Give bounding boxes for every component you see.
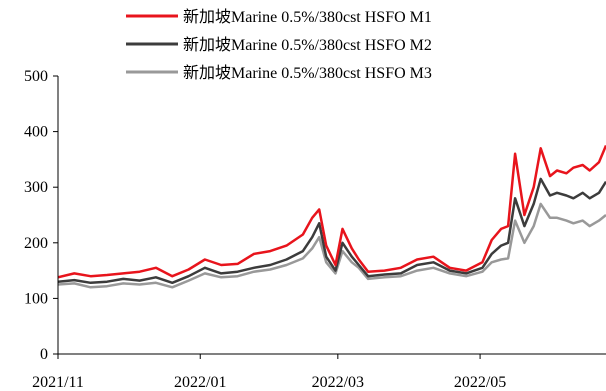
y-tick-label: 200: [24, 235, 48, 252]
y-tick-label: 100: [24, 290, 48, 307]
x-tick-label: 2021/11: [32, 374, 84, 391]
legend-label-m3: 新加坡Marine 0.5%/380cst HSFO M3: [183, 64, 432, 82]
legend-label-m1: 新加坡Marine 0.5%/380cst HSFO M1: [183, 8, 432, 26]
y-tick-label: 300: [24, 179, 48, 196]
series-line-m1: [58, 145, 606, 279]
series-line-m3: [58, 202, 606, 289]
series-layer: [58, 145, 606, 289]
y-tick-label: 400: [24, 124, 48, 141]
series-line-m2: [58, 177, 606, 285]
y-ticks: 0 100 200 300 400 500: [24, 68, 58, 363]
legend-label-m2: 新加坡Marine 0.5%/380cst HSFO M2: [183, 36, 432, 54]
axes: [57, 76, 606, 355]
y-tick-label: 500: [24, 68, 48, 85]
x-ticks: 2021/11 2022/01 2022/03 2022/05: [32, 354, 506, 391]
y-tick-label: 0: [40, 346, 48, 363]
x-tick-label: 2022/01: [174, 374, 226, 391]
x-tick-label: 2022/05: [454, 374, 506, 391]
x-tick-label: 2022/03: [312, 374, 364, 391]
legend: 新加坡Marine 0.5%/380cst HSFO M1 新加坡Marine 0…: [126, 8, 432, 82]
